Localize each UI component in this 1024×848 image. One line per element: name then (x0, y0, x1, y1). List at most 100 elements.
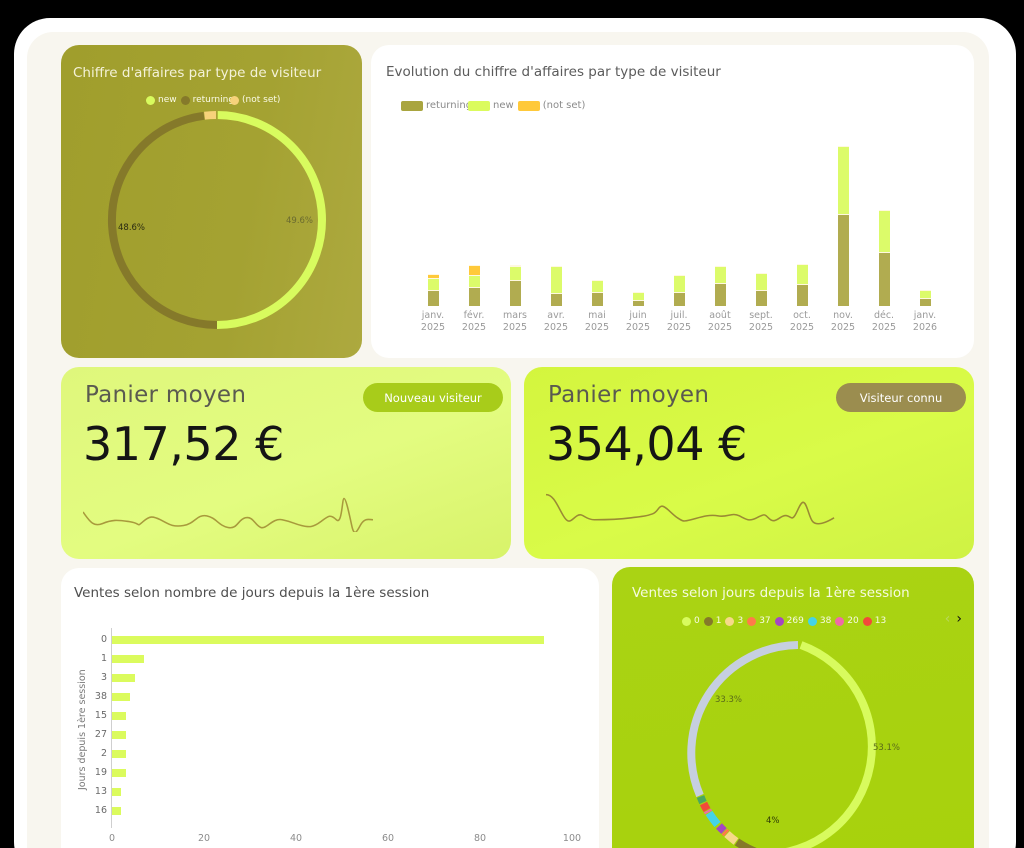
kpi-label: Panier moyen (85, 382, 247, 408)
bar-stack[interactable] (674, 275, 685, 306)
bar[interactable] (112, 769, 126, 777)
bar-segment-returning[interactable] (756, 290, 767, 306)
bar-stack[interactable] (879, 210, 890, 306)
legend-dot-icon (230, 95, 240, 105)
donut-slice-269[interactable] (716, 823, 727, 834)
bar-segment-returning[interactable] (633, 300, 644, 306)
bar-segment-returning[interactable] (551, 293, 562, 306)
bar[interactable] (112, 636, 545, 644)
bar-segment-new[interactable] (428, 278, 439, 290)
bar-segment-new[interactable] (838, 146, 849, 214)
bar[interactable] (112, 693, 131, 701)
bar-segment-new[interactable] (551, 266, 562, 293)
legend-label: 3 (737, 616, 744, 626)
legend-item-returning[interactable]: returning (180, 95, 234, 105)
legend-item-0[interactable]: 0 (682, 616, 700, 626)
bar[interactable] (112, 807, 122, 815)
bar-segment-new[interactable] (674, 275, 685, 292)
bar-stack[interactable] (510, 265, 521, 306)
x-axis-label: déc. 2025 (871, 310, 897, 333)
bar-stack[interactable] (428, 274, 439, 306)
bar-stack[interactable] (551, 266, 562, 306)
bar-segment-new[interactable] (715, 266, 726, 283)
donut-slice-new[interactable] (216, 111, 326, 329)
bar-segment-new[interactable] (633, 292, 644, 300)
bar[interactable] (112, 674, 135, 682)
bar-stack[interactable] (838, 146, 849, 306)
legend-item-38[interactable]: 38 (807, 616, 831, 626)
donut-slice-other-small[interactable] (696, 795, 707, 805)
legend-item-not-set[interactable]: (not set) (517, 100, 585, 111)
chevron-right-icon[interactable]: › (956, 611, 962, 627)
bar-stack[interactable] (920, 290, 931, 306)
bar-segment-notset[interactable] (428, 274, 439, 278)
legend-item-1[interactable]: 1 (703, 616, 721, 626)
donut-chart[interactable] (612, 567, 974, 848)
bar[interactable] (112, 655, 145, 663)
donut-slice-0[interactable] (762, 641, 876, 848)
bar-segment-notset[interactable] (469, 265, 480, 275)
donut-slice-returning[interactable] (107, 111, 218, 329)
bar-segment-new[interactable] (510, 266, 521, 280)
donut-slice-20[interactable] (703, 808, 713, 815)
bar-segment-returning[interactable] (920, 298, 931, 306)
x-axis-label: janv. 2026 (912, 310, 938, 333)
bar-stack[interactable] (797, 264, 808, 306)
donut-slice-13[interactable] (699, 801, 711, 813)
stacked-bar-chart[interactable]: janv. 2025 févr. 2025 mars 2025 avr. 2025 mai 202… (371, 45, 974, 358)
legend-dot-icon (682, 616, 691, 626)
donut-slice-other[interactable] (687, 641, 799, 798)
donut-slice-38[interactable] (705, 810, 721, 828)
bar-stack[interactable] (633, 292, 644, 306)
bar[interactable] (112, 712, 126, 720)
sparkline-chart[interactable] (83, 492, 373, 532)
new-visitor-badge[interactable]: Nouveau visiteur (363, 383, 503, 412)
legend-item-20[interactable]: 20 (835, 616, 859, 626)
bar-segment-notset[interactable] (510, 265, 521, 266)
donut-slice-37[interactable] (721, 828, 730, 837)
legend-label: (not set) (242, 95, 281, 105)
bar-stack[interactable] (469, 265, 480, 306)
bar-segment-returning[interactable] (592, 292, 603, 306)
bar-stack[interactable] (715, 266, 726, 306)
chevron-left-icon[interactable]: ‹ (944, 611, 951, 627)
bar-segment-returning[interactable] (797, 284, 808, 306)
legend-label: 13 (874, 616, 887, 626)
bar-segment-new[interactable] (920, 290, 931, 298)
legend-item-37[interactable]: 37 (747, 616, 771, 626)
bar-segment-returning[interactable] (674, 292, 685, 306)
bar-segment-returning[interactable] (838, 214, 849, 306)
bar-segment-new[interactable] (797, 264, 808, 284)
legend-item-13[interactable]: 13 (862, 616, 887, 626)
sparkline-chart[interactable] (546, 492, 836, 532)
legend-item-new[interactable]: new (468, 100, 514, 111)
bar-segment-new[interactable] (469, 275, 480, 287)
donut-slice-3[interactable] (724, 831, 739, 845)
legend-item-3[interactable]: 3 (725, 616, 743, 626)
legend-swatch-icon (517, 100, 540, 111)
bar[interactable] (112, 731, 126, 739)
donut-chart[interactable] (61, 45, 362, 358)
bar-segment-new[interactable] (879, 210, 890, 252)
bar-segment-returning[interactable] (879, 252, 890, 306)
donut-slice-not-set[interactable] (204, 111, 217, 120)
y-axis-label: 16 (94, 805, 107, 816)
bar[interactable] (112, 788, 122, 796)
legend-item-new[interactable]: new (146, 95, 177, 105)
x-axis-label: janv. 2025 (420, 310, 446, 333)
bar-segment-new[interactable] (592, 280, 603, 292)
bar-segment-returning[interactable] (469, 287, 480, 306)
kpi-card-new-visitor: Panier moyen 317,52 € Nouveau visiteur (61, 367, 511, 559)
bar-stack[interactable] (592, 280, 603, 306)
bar[interactable] (112, 750, 126, 758)
legend-item-not-set[interactable]: (not set) (230, 95, 280, 105)
legend-item-269[interactable]: 269 (774, 616, 804, 626)
legend-item-returning[interactable]: returning (401, 100, 472, 111)
bar-stack[interactable] (756, 273, 767, 306)
donut-slice-1[interactable] (734, 838, 761, 848)
bar-segment-returning[interactable] (715, 283, 726, 306)
bar-segment-returning[interactable] (428, 290, 439, 306)
known-visitor-badge[interactable]: Visiteur connu (836, 383, 966, 412)
bar-segment-returning[interactable] (510, 280, 521, 306)
bar-segment-new[interactable] (756, 273, 767, 290)
